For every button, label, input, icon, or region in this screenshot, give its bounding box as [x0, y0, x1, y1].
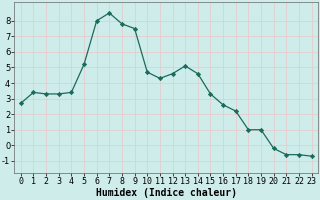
X-axis label: Humidex (Indice chaleur): Humidex (Indice chaleur)	[96, 188, 237, 198]
